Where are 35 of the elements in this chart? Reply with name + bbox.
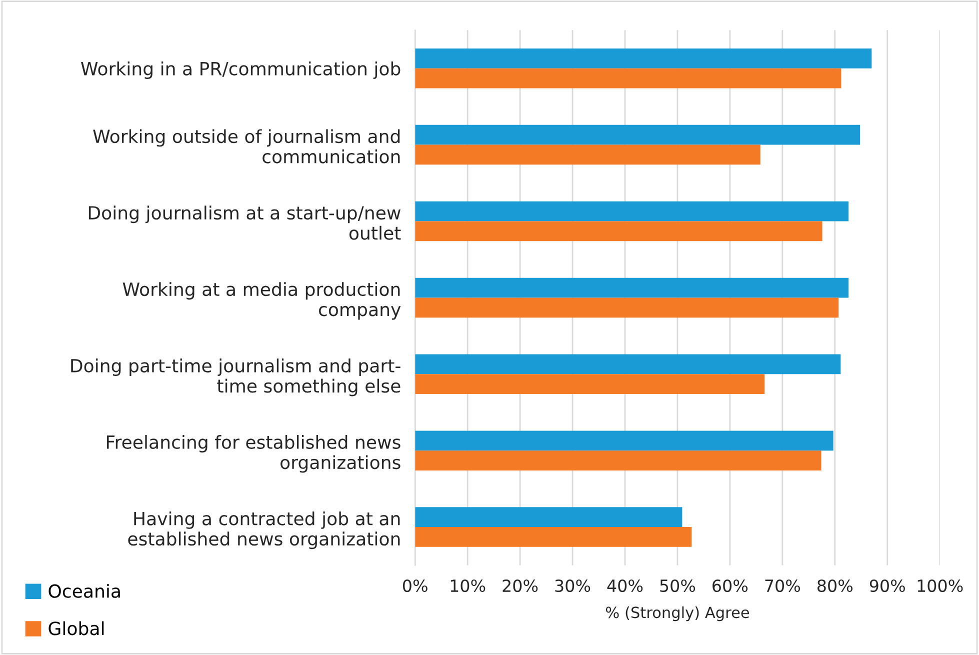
x-axis-title: % (Strongly) Agree xyxy=(606,606,749,622)
bar xyxy=(415,374,765,394)
y-tick-label: Doing part-time journalism and part- time something else xyxy=(71,358,400,396)
x-tick-label: 30% xyxy=(555,579,590,592)
bar xyxy=(415,278,849,298)
legend-label: Oceania xyxy=(48,584,120,598)
x-tick-label: 80% xyxy=(818,579,852,592)
bar xyxy=(415,507,682,528)
bar xyxy=(415,48,872,68)
bar xyxy=(415,430,834,451)
bar xyxy=(415,68,842,88)
bar xyxy=(415,450,822,470)
x-tick-label: 100% xyxy=(918,579,963,592)
bar xyxy=(415,298,839,318)
bar xyxy=(415,221,822,242)
y-tick-label: Working at a media production company xyxy=(122,282,401,320)
x-tick-label: 10% xyxy=(450,579,486,592)
bar xyxy=(415,354,841,374)
bar xyxy=(415,527,692,547)
bar xyxy=(415,144,760,165)
y-tick-label: Working in a PR/communication job xyxy=(81,61,400,79)
x-tick-label: 60% xyxy=(712,579,748,592)
x-tick-label: 50% xyxy=(660,579,696,592)
bar xyxy=(415,124,860,145)
x-tick-label: 90% xyxy=(870,579,905,592)
x-tick-label: 20% xyxy=(502,579,538,592)
bar xyxy=(415,201,849,222)
x-tick-label: 40% xyxy=(607,579,643,592)
legend-label: Global xyxy=(48,621,104,636)
y-tick-label: Having a contracted job at an established news organization xyxy=(128,511,400,550)
y-tick-label: Doing journalism at a start-up/new outlet xyxy=(88,206,401,240)
y-tick-label: Freelancing for established news organizations xyxy=(106,434,400,473)
y-tick-label: Working outside of journalism and communication xyxy=(93,129,400,164)
x-tick-label: 70% xyxy=(765,579,800,592)
x-tick-label: 0% xyxy=(402,579,428,592)
